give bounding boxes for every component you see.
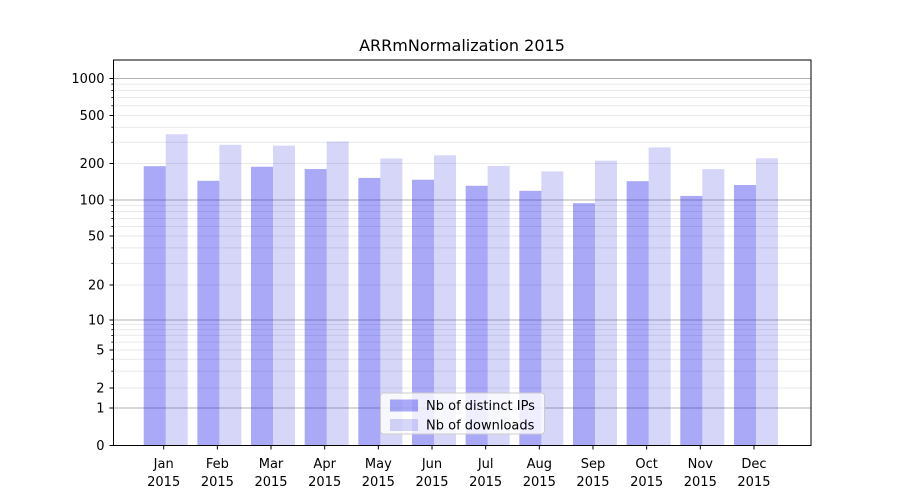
bar-jan-distinct-ips xyxy=(143,166,166,446)
bars xyxy=(143,134,778,446)
bar-jun-distinct-ips xyxy=(412,179,434,446)
y-tick-label: 10 xyxy=(88,314,105,329)
x-tick-label: Mar 2015 xyxy=(254,457,287,490)
bar-feb-distinct-ips xyxy=(197,180,220,446)
y-tick-label: 100 xyxy=(80,194,105,209)
plot-border xyxy=(113,59,812,446)
y-tick-label: 500 xyxy=(80,109,105,124)
bar-mar-distinct-ips xyxy=(251,166,274,446)
y-axis-tick-labels: 0 1 2 5 10 20 50 100 200 500 1000 xyxy=(71,72,104,454)
x-tick-label: May 2015 xyxy=(362,457,395,490)
x-tick-label: Feb 2015 xyxy=(201,457,234,490)
legend-swatch-distinct-ips xyxy=(390,399,418,412)
bar-sep-distinct-ips xyxy=(572,203,595,446)
bar-nov-distinct-ips xyxy=(680,195,703,446)
x-tick-label: Sep 2015 xyxy=(576,457,609,490)
y-tick-label: 5 xyxy=(96,344,104,359)
bar-may-distinct-ips xyxy=(358,177,381,446)
bar-aug-distinct-ips xyxy=(519,190,542,446)
legend: Nb of distinct IPs Nb of downloads xyxy=(380,392,545,435)
x-tick-label: Dec 2015 xyxy=(737,457,770,490)
y-tick-label: 1000 xyxy=(71,72,104,87)
legend-label: Nb of downloads xyxy=(426,419,535,434)
x-tick-label: Nov 2015 xyxy=(684,457,717,490)
bar-jul-distinct-ips xyxy=(465,185,488,446)
y-tick-label: 200 xyxy=(80,157,105,172)
bar-may-downloads xyxy=(380,158,403,446)
x-tick-label: Jan 2015 xyxy=(147,457,180,490)
x-tick-label: Aug 2015 xyxy=(523,457,556,490)
y-tick-label: 2 xyxy=(96,382,104,397)
x-tick-label: Apr 2015 xyxy=(308,457,341,490)
y-tick-label: 1 xyxy=(96,402,104,417)
bar-jun-downloads xyxy=(434,155,456,446)
bar-feb-downloads xyxy=(219,144,242,446)
bar-aug-downloads xyxy=(541,171,564,446)
bar-apr-distinct-ips xyxy=(304,169,327,446)
axes xyxy=(109,59,812,450)
y-tick-label: 50 xyxy=(88,230,105,245)
bar-mar-downloads xyxy=(273,145,296,446)
x-tick-label: Jul 2015 xyxy=(469,457,502,490)
bar-jul-downloads xyxy=(487,165,510,446)
bar-dec-downloads xyxy=(755,158,778,446)
x-tick-label: Jun 2015 xyxy=(415,457,448,490)
bar-apr-downloads xyxy=(326,141,349,446)
legend-box xyxy=(380,392,545,435)
chart-title: ARRmNormalization 2015 xyxy=(359,36,565,55)
bar-sep-downloads xyxy=(594,160,617,446)
y-tick-label: 0 xyxy=(96,439,104,454)
legend-label: Nb of distinct IPs xyxy=(426,399,535,414)
y-tick-label: 20 xyxy=(88,279,105,294)
bar-oct-downloads xyxy=(648,147,671,446)
bar-nov-downloads xyxy=(702,169,725,446)
bar-jan-downloads xyxy=(165,134,188,446)
legend-swatch-downloads xyxy=(390,419,418,431)
x-tick-label: Oct 2015 xyxy=(630,457,663,490)
x-axis-tick-labels: Jan 2015 Feb 2015 Mar 2015 Apr 2015 May 2015 Jun 20… xyxy=(147,457,770,490)
bar-dec-distinct-ips xyxy=(733,184,756,446)
bar-oct-distinct-ips xyxy=(626,181,649,446)
